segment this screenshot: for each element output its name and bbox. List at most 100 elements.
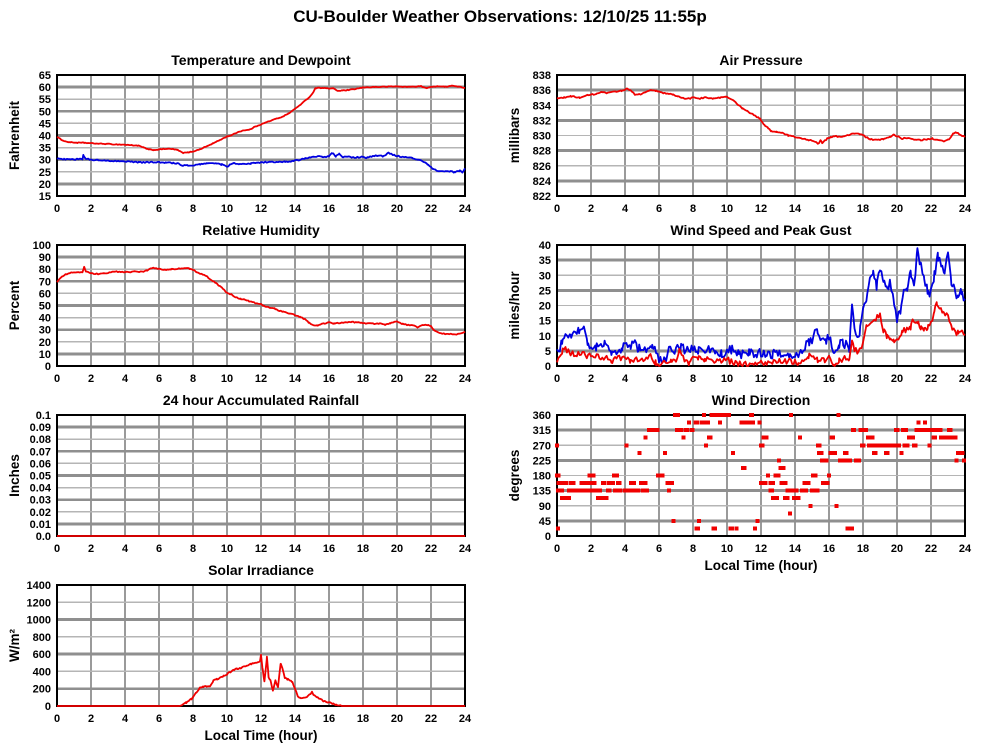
x-tick-label: 24 <box>959 373 972 385</box>
gridlines <box>557 245 965 366</box>
x-tick-label: 8 <box>190 543 196 555</box>
chart-rainfall: 0 2 4 6 8 10 12 14 16 18 20 22 24 0.0 0.01 0.02 0.03 0.04… <box>0 385 500 575</box>
y-tick-label: 0.06 <box>30 458 51 470</box>
y-tick-label: 0 <box>545 361 551 373</box>
y-tick-label: 830 <box>533 131 551 143</box>
axis-labels: 0 2 4 6 8 10 12 14 16 18 20 22 240102030405060708090… <box>7 222 472 385</box>
y-axis-label: miles/hour <box>507 271 522 340</box>
x-tick-label: 8 <box>690 373 696 385</box>
y-tick-label: 50 <box>39 106 51 118</box>
x-tick-label: 2 <box>88 373 94 385</box>
y-tick-label: 135 <box>533 486 551 498</box>
temperature-line <box>56 84 466 155</box>
gridlines <box>57 75 465 196</box>
x-tick-label: 20 <box>391 373 403 385</box>
x-tick-label: 24 <box>459 373 472 385</box>
x-tick-label: 18 <box>357 543 369 555</box>
gridlines <box>57 585 465 706</box>
x-tick-label: 18 <box>857 373 869 385</box>
y-tick-label: 55 <box>39 94 51 106</box>
x-tick-label: 12 <box>255 713 267 725</box>
y-tick-label: 25 <box>539 285 551 297</box>
y-tick-label: 225 <box>533 455 551 467</box>
gridlines <box>557 415 965 536</box>
x-tick-label: 4 <box>622 543 629 555</box>
x-tick-label: 16 <box>323 713 335 725</box>
x-tick-label: 4 <box>622 203 629 215</box>
chart-title: Solar Irradiance <box>208 562 314 578</box>
y-tick-label: 0 <box>45 701 51 713</box>
y-tick-label: 0 <box>45 361 51 373</box>
x-tick-label: 16 <box>323 203 335 215</box>
x-tick-label: 16 <box>823 543 835 555</box>
x-tick-label: 24 <box>959 203 972 215</box>
dewpoint-line <box>56 151 466 174</box>
y-tick-label: 50 <box>39 301 51 313</box>
x-tick-label: 0 <box>554 203 560 215</box>
x-tick-label: 14 <box>789 373 802 385</box>
y-tick-label: 0.1 <box>36 410 51 422</box>
x-tick-label: 20 <box>891 543 903 555</box>
y-tick-label: 822 <box>533 191 551 203</box>
chart-title: Wind Direction <box>712 392 811 408</box>
x-tick-label: 22 <box>925 373 937 385</box>
axis-labels: 0 2 4 6 8 10 12 14 16 18 20 22 240200400600800100012… <box>7 562 472 743</box>
y-tick-label: 10 <box>39 349 51 361</box>
y-tick-label: 60 <box>39 82 51 94</box>
humidity-line <box>56 265 466 336</box>
x-tick-label: 6 <box>656 203 662 215</box>
x-tick-label: 10 <box>221 713 233 725</box>
x-tick-label: 6 <box>156 543 162 555</box>
x-tick-label: 24 <box>459 543 472 555</box>
y-tick-label: 0.0 <box>36 531 51 543</box>
x-tick-label: 16 <box>823 373 835 385</box>
x-tick-label: 6 <box>656 373 662 385</box>
y-axis-label: Fahrenheit <box>7 100 22 170</box>
axis-labels: 0 2 4 6 8 10 12 14 16 18 20 22 248228248268288308328… <box>507 52 972 215</box>
y-tick-label: 45 <box>539 516 551 528</box>
y-tick-label: 35 <box>39 143 51 155</box>
page-title: CU-Boulder Weather Observations: 12/10/2… <box>293 7 707 26</box>
y-axis-label: millibars <box>507 108 522 164</box>
x-tick-label: 22 <box>425 543 437 555</box>
x-tick-label: 4 <box>122 373 129 385</box>
x-tick-label: 6 <box>656 543 662 555</box>
x-tick-label: 18 <box>857 203 869 215</box>
y-tick-label: 65 <box>39 70 51 82</box>
gridlines <box>57 245 465 366</box>
y-tick-label: 1200 <box>27 597 51 609</box>
x-tick-label: 22 <box>925 203 937 215</box>
chart-solar-irradiance: 0 2 4 6 8 10 12 14 16 18 20 22 24 0 200 400 600 800 1000 12… <box>0 555 500 745</box>
pressure-line <box>556 87 966 145</box>
y-tick-label: 180 <box>533 471 551 483</box>
chart-title: Relative Humidity <box>202 222 320 238</box>
y-tick-label: 0.05 <box>30 471 51 483</box>
y-tick-label: 40 <box>539 240 551 252</box>
wind-speed-gust-plot: 0 2 4 6 8 10 12 14 16 18 20 22 240510152025303540Win… <box>507 222 972 385</box>
y-tick-label: 90 <box>39 252 51 264</box>
y-tick-label: 25 <box>39 167 51 179</box>
chart-wind-direction: 0 2 4 6 8 10 12 14 16 18 20 22 24 0 45 90 135 180 225 270 31… <box>500 385 1000 575</box>
x-tick-label: 14 <box>289 543 302 555</box>
y-tick-label: 20 <box>39 179 51 191</box>
y-tick-label: 30 <box>39 155 51 167</box>
x-tick-label: 6 <box>156 373 162 385</box>
y-tick-label: 834 <box>533 100 552 112</box>
y-tick-label: 836 <box>533 85 551 97</box>
x-tick-label: 2 <box>588 373 594 385</box>
x-tick-label: 8 <box>190 203 196 215</box>
x-tick-label: 2 <box>88 203 94 215</box>
x-tick-label: 24 <box>459 713 472 725</box>
x-tick-label: 10 <box>721 373 733 385</box>
y-tick-label: 400 <box>33 666 51 678</box>
solar-irradiance-line <box>57 653 465 707</box>
y-tick-label: 800 <box>33 632 51 644</box>
x-tick-label: 10 <box>721 203 733 215</box>
x-tick-label: 24 <box>459 203 472 215</box>
x-tick-label: 8 <box>190 373 196 385</box>
y-tick-label: 826 <box>533 161 551 173</box>
y-tick-label: 100 <box>33 240 51 252</box>
x-tick-label: 6 <box>156 713 162 725</box>
y-tick-label: 828 <box>533 146 551 158</box>
wind-direction-plot: 0 2 4 6 8 10 12 14 16 18 20 22 240459013518022527031… <box>507 392 972 573</box>
